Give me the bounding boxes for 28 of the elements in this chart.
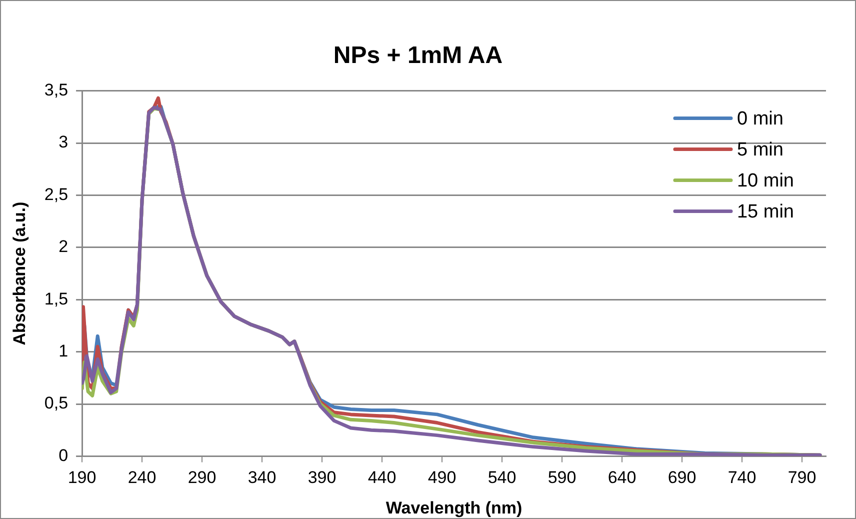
y-tick-label: 2,5 — [44, 184, 68, 204]
x-tick-label: 190 — [68, 468, 96, 488]
legend-label: 0 min — [736, 108, 784, 130]
chart-title: NPs + 1mM AA — [333, 42, 503, 70]
y-tick-label: 1,5 — [44, 289, 68, 308]
y-tick-label: 2 — [58, 237, 68, 256]
x-tick-label: 390 — [308, 468, 336, 488]
x-tick-label: 340 — [248, 468, 276, 488]
legend-label: 15 min — [736, 202, 794, 223]
x-tick-label: 240 — [128, 468, 156, 488]
y-axis-title: Absorbance (a.u.) — [10, 202, 29, 346]
y-tick-label: 0,5 — [44, 394, 68, 413]
x-tick-label: 590 — [548, 468, 576, 488]
legend-label: 5 min — [736, 140, 784, 161]
y-tick-label: 0 — [58, 446, 68, 465]
x-tick-label: 740 — [728, 468, 756, 488]
y-tick-label: 3 — [58, 132, 68, 152]
legend-label: 10 min — [736, 170, 794, 192]
x-tick-label: 290 — [188, 468, 216, 488]
y-tick-label: 1 — [58, 341, 68, 360]
x-tick-label: 490 — [428, 468, 456, 488]
x-tick-label: 540 — [488, 468, 516, 488]
x-tick-label: 690 — [668, 468, 696, 488]
x-tick-label: 440 — [368, 468, 396, 488]
y-tick-label: 3,5 — [44, 80, 68, 100]
x-tick-label: 790 — [788, 468, 816, 488]
x-tick-label: 640 — [608, 468, 636, 488]
x-axis-title: Wavelength (nm) — [386, 498, 522, 518]
